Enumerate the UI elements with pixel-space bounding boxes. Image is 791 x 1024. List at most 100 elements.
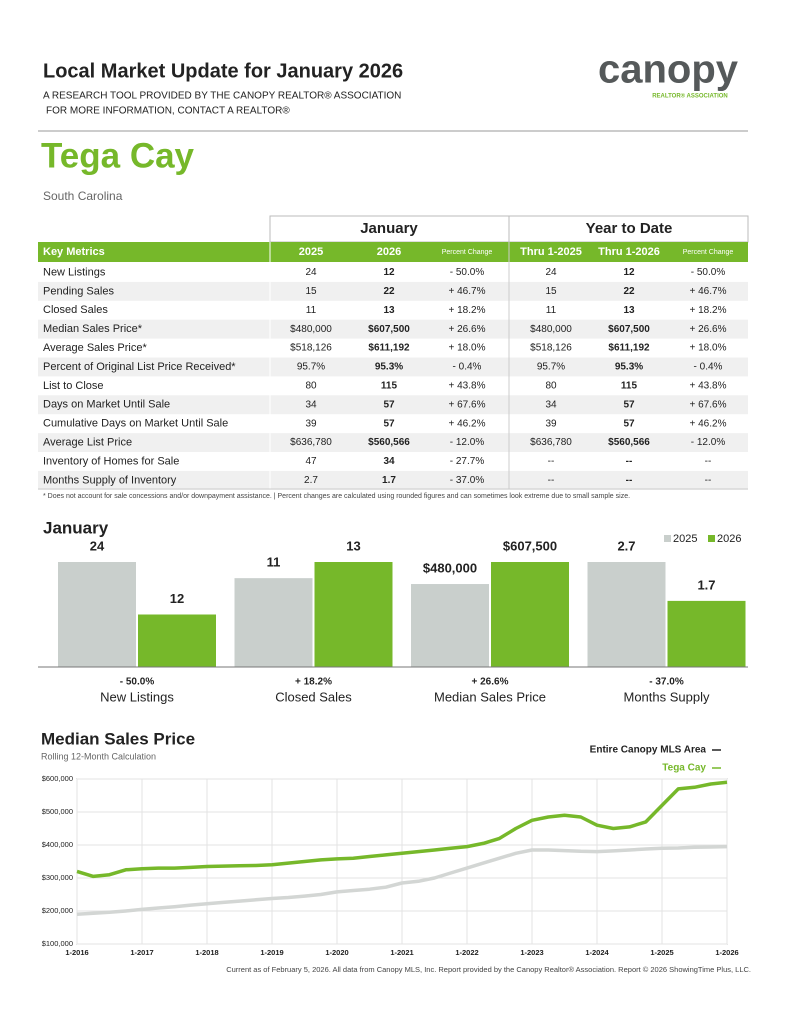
table-cell: 12 <box>623 267 635 278</box>
table-cell: - 50.0% <box>450 267 485 278</box>
table-cell: + 26.6% <box>690 324 727 335</box>
table-cell: + 18.2% <box>690 305 727 316</box>
row-bg <box>38 395 748 415</box>
location-state: South Carolina <box>43 189 123 203</box>
bar-value-label: 1.7 <box>697 577 715 592</box>
metric-name: New Listings <box>43 266 106 278</box>
y-tick-label: $100,000 <box>42 939 73 948</box>
table-cell: 24 <box>305 267 317 278</box>
logo-tagline: REALTOR® ASSOCIATION <box>652 93 728 100</box>
series-line <box>76 780 728 879</box>
bar <box>587 562 666 667</box>
legend-label: Entire Canopy MLS Area <box>590 745 707 756</box>
table-cell: 34 <box>383 456 395 467</box>
bar <box>667 600 746 667</box>
x-tick-label: 1-2023 <box>520 948 543 957</box>
table-cell: -- <box>548 475 555 486</box>
table-cell: -- <box>626 456 633 467</box>
x-tick-label: 1-2022 <box>455 948 478 957</box>
table-group: Year to Date <box>586 220 673 237</box>
table-cell: 57 <box>383 399 395 410</box>
table-cell: 1.7 <box>382 475 396 486</box>
bar-value-label: 24 <box>90 538 105 553</box>
bar <box>411 584 489 667</box>
x-tick-label: 1-2021 <box>390 948 413 957</box>
subtitle: A RESEARCH TOOL PROVIDED BY THE CANOPY R… <box>43 91 401 102</box>
table-cell: $518,126 <box>530 343 572 354</box>
chart-title: January <box>43 518 109 537</box>
bar <box>234 578 313 667</box>
table-cell: 47 <box>305 456 317 467</box>
table-cell: + 26.6% <box>449 324 486 335</box>
metric-name: Days on Market Until Sale <box>43 399 170 411</box>
category-label: New Listings <box>100 689 174 704</box>
x-tick-label: 1-2025 <box>650 948 673 957</box>
column-header: 2026 <box>377 246 401 258</box>
row-bg <box>38 281 748 301</box>
y-tick-label: $300,000 <box>42 873 73 882</box>
table-cell: + 43.8% <box>690 380 727 391</box>
metric-name: Median Sales Price* <box>43 323 143 335</box>
x-tick-label: 1-2020 <box>325 948 348 957</box>
table-cell: + 46.7% <box>449 286 486 297</box>
bar-value-label: 2.7 <box>617 538 635 553</box>
category-label: Median Sales Price <box>434 689 546 704</box>
x-tick-label: 1-2017 <box>130 948 153 957</box>
chart-subtitle: Rolling 12-Month Calculation <box>41 751 156 761</box>
table-cell: 57 <box>623 399 635 410</box>
table-cell: 22 <box>383 286 395 297</box>
x-tick-label: 1-2016 <box>65 948 88 957</box>
subtitle: FOR MORE INFORMATION, CONTACT A REALTOR® <box>46 106 290 117</box>
row-bg <box>38 357 748 377</box>
table-cell: 95.3% <box>375 362 403 373</box>
change-label: + 26.6% <box>472 677 509 688</box>
table-cell: + 67.6% <box>690 399 727 410</box>
table-cell: -- <box>548 456 555 467</box>
table-cell: 80 <box>545 380 557 391</box>
table-cell: - 0.4% <box>453 362 482 373</box>
table-cell: 34 <box>545 399 557 410</box>
metric-name: Months Supply of Inventory <box>43 474 177 486</box>
x-tick-label: 1-2019 <box>260 948 283 957</box>
table-cell: 13 <box>383 305 395 316</box>
category-label: Closed Sales <box>275 689 352 704</box>
table-cell: 95.7% <box>537 362 565 373</box>
row-bg <box>38 470 748 490</box>
metric-name: Pending Sales <box>43 285 114 297</box>
category-label: Months Supply <box>624 689 710 704</box>
table-cell: -- <box>705 475 712 486</box>
legend-swatch <box>708 535 715 542</box>
legend-label: Tega Cay <box>662 763 706 774</box>
table-cell: $636,780 <box>530 437 572 448</box>
metric-name: Average Sales Price* <box>43 342 147 354</box>
table-cell: 115 <box>621 380 638 391</box>
table-cell: + 46.7% <box>690 286 727 297</box>
row-bg <box>38 319 748 339</box>
table-cell: 95.3% <box>615 362 643 373</box>
legend-swatch <box>664 535 671 542</box>
x-tick-label: 1-2026 <box>715 948 738 957</box>
table-cell: $607,500 <box>368 324 410 335</box>
table-cell: 2.7 <box>304 475 318 486</box>
metric-name: Cumulative Days on Market Until Sale <box>43 418 228 430</box>
footnote: * Does not account for sale concessions … <box>43 493 630 500</box>
table-cell: + 43.8% <box>449 380 486 391</box>
table-cell: 24 <box>545 267 557 278</box>
bar-value-label: $480,000 <box>423 560 477 575</box>
chart-title: Median Sales Price <box>41 729 195 748</box>
table-cell: 12 <box>383 267 395 278</box>
table-cell: - 12.0% <box>691 437 726 448</box>
footer: Current as of February 5, 2026. All data… <box>226 965 751 974</box>
table-cell: 115 <box>381 380 398 391</box>
table-cell: $480,000 <box>290 324 332 335</box>
row-bg <box>38 433 748 452</box>
table-cell: 39 <box>545 418 557 429</box>
y-tick-label: $400,000 <box>42 840 73 849</box>
table-cell: 95.7% <box>297 362 325 373</box>
series-line <box>76 844 728 917</box>
change-label: + 18.2% <box>295 677 332 688</box>
table-cell: + 46.2% <box>690 418 727 429</box>
column-header: 2025 <box>299 246 323 258</box>
